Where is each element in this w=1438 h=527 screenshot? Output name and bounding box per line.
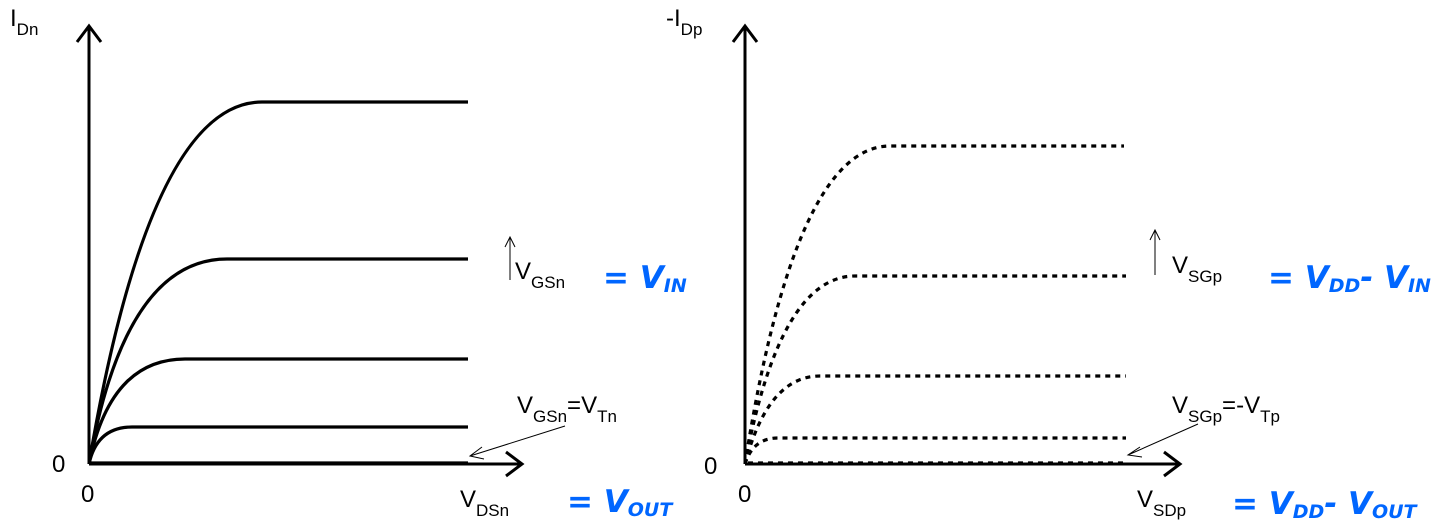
- pmos-gate-label: VSGp: [1172, 252, 1222, 286]
- pmos-origin-x-label: 0: [738, 481, 751, 508]
- nmos-curve-4: [87, 257, 468, 465]
- nmos-threshold-label: VGSn=VTn: [517, 392, 617, 426]
- pmos-y-axis-arrowhead: [731, 23, 759, 43]
- pmos-x-label: VSDp: [1137, 486, 1186, 520]
- pmos-y-label: -IDp: [666, 5, 702, 39]
- pmos-x-axis-arrowhead: [1163, 450, 1183, 478]
- nmos-x-axis-arrowhead: [505, 450, 525, 478]
- nmos-curve-3: [87, 357, 468, 465]
- nmos-gate-up-arrow: [504, 235, 516, 280]
- nmos-gate-label-handwritten: = VIN: [603, 260, 687, 297]
- pmos-origin-y-label: 0: [704, 453, 717, 480]
- nmos-origin-y-label: 0: [52, 451, 65, 478]
- pmos-curve-3: [743, 374, 1126, 465]
- pmos-threshold-label: VSGp=-VTp: [1172, 392, 1280, 426]
- pmos-curve-5: [743, 144, 1124, 465]
- pmos-x-label-handwritten: = VDD- VOUT: [1232, 486, 1419, 523]
- pmos-curve-2: [743, 436, 1126, 465]
- pmos-panel: -IDp 0 0 VSDp = VDD- VOUT VSGp = VDD- VI…: [666, 5, 1431, 523]
- nmos-origin-x-label: 0: [81, 481, 94, 508]
- nmos-panel: IDn 0 0 VDSn = VOUT VGSn = VIN VGSn=VTn: [10, 5, 687, 521]
- nmos-y-axis-arrowhead: [75, 23, 103, 43]
- pmos-gate-label-handwritten: = VDD- VIN: [1268, 260, 1431, 297]
- pmos-gate-up-arrow: [1149, 228, 1161, 275]
- nmos-curve-5: [87, 100, 468, 465]
- nmos-gate-label: VGSn: [515, 258, 565, 292]
- pmos-curve-4: [743, 274, 1126, 465]
- nmos-y-label: IDn: [10, 5, 38, 39]
- nmos-threshold-pointer: [468, 425, 566, 460]
- nmos-curve-2: [87, 425, 468, 465]
- pmos-threshold-pointer: [1126, 423, 1199, 458]
- nmos-x-label-handwritten: = VOUT: [567, 484, 674, 521]
- nmos-x-label: VDSn: [460, 486, 509, 520]
